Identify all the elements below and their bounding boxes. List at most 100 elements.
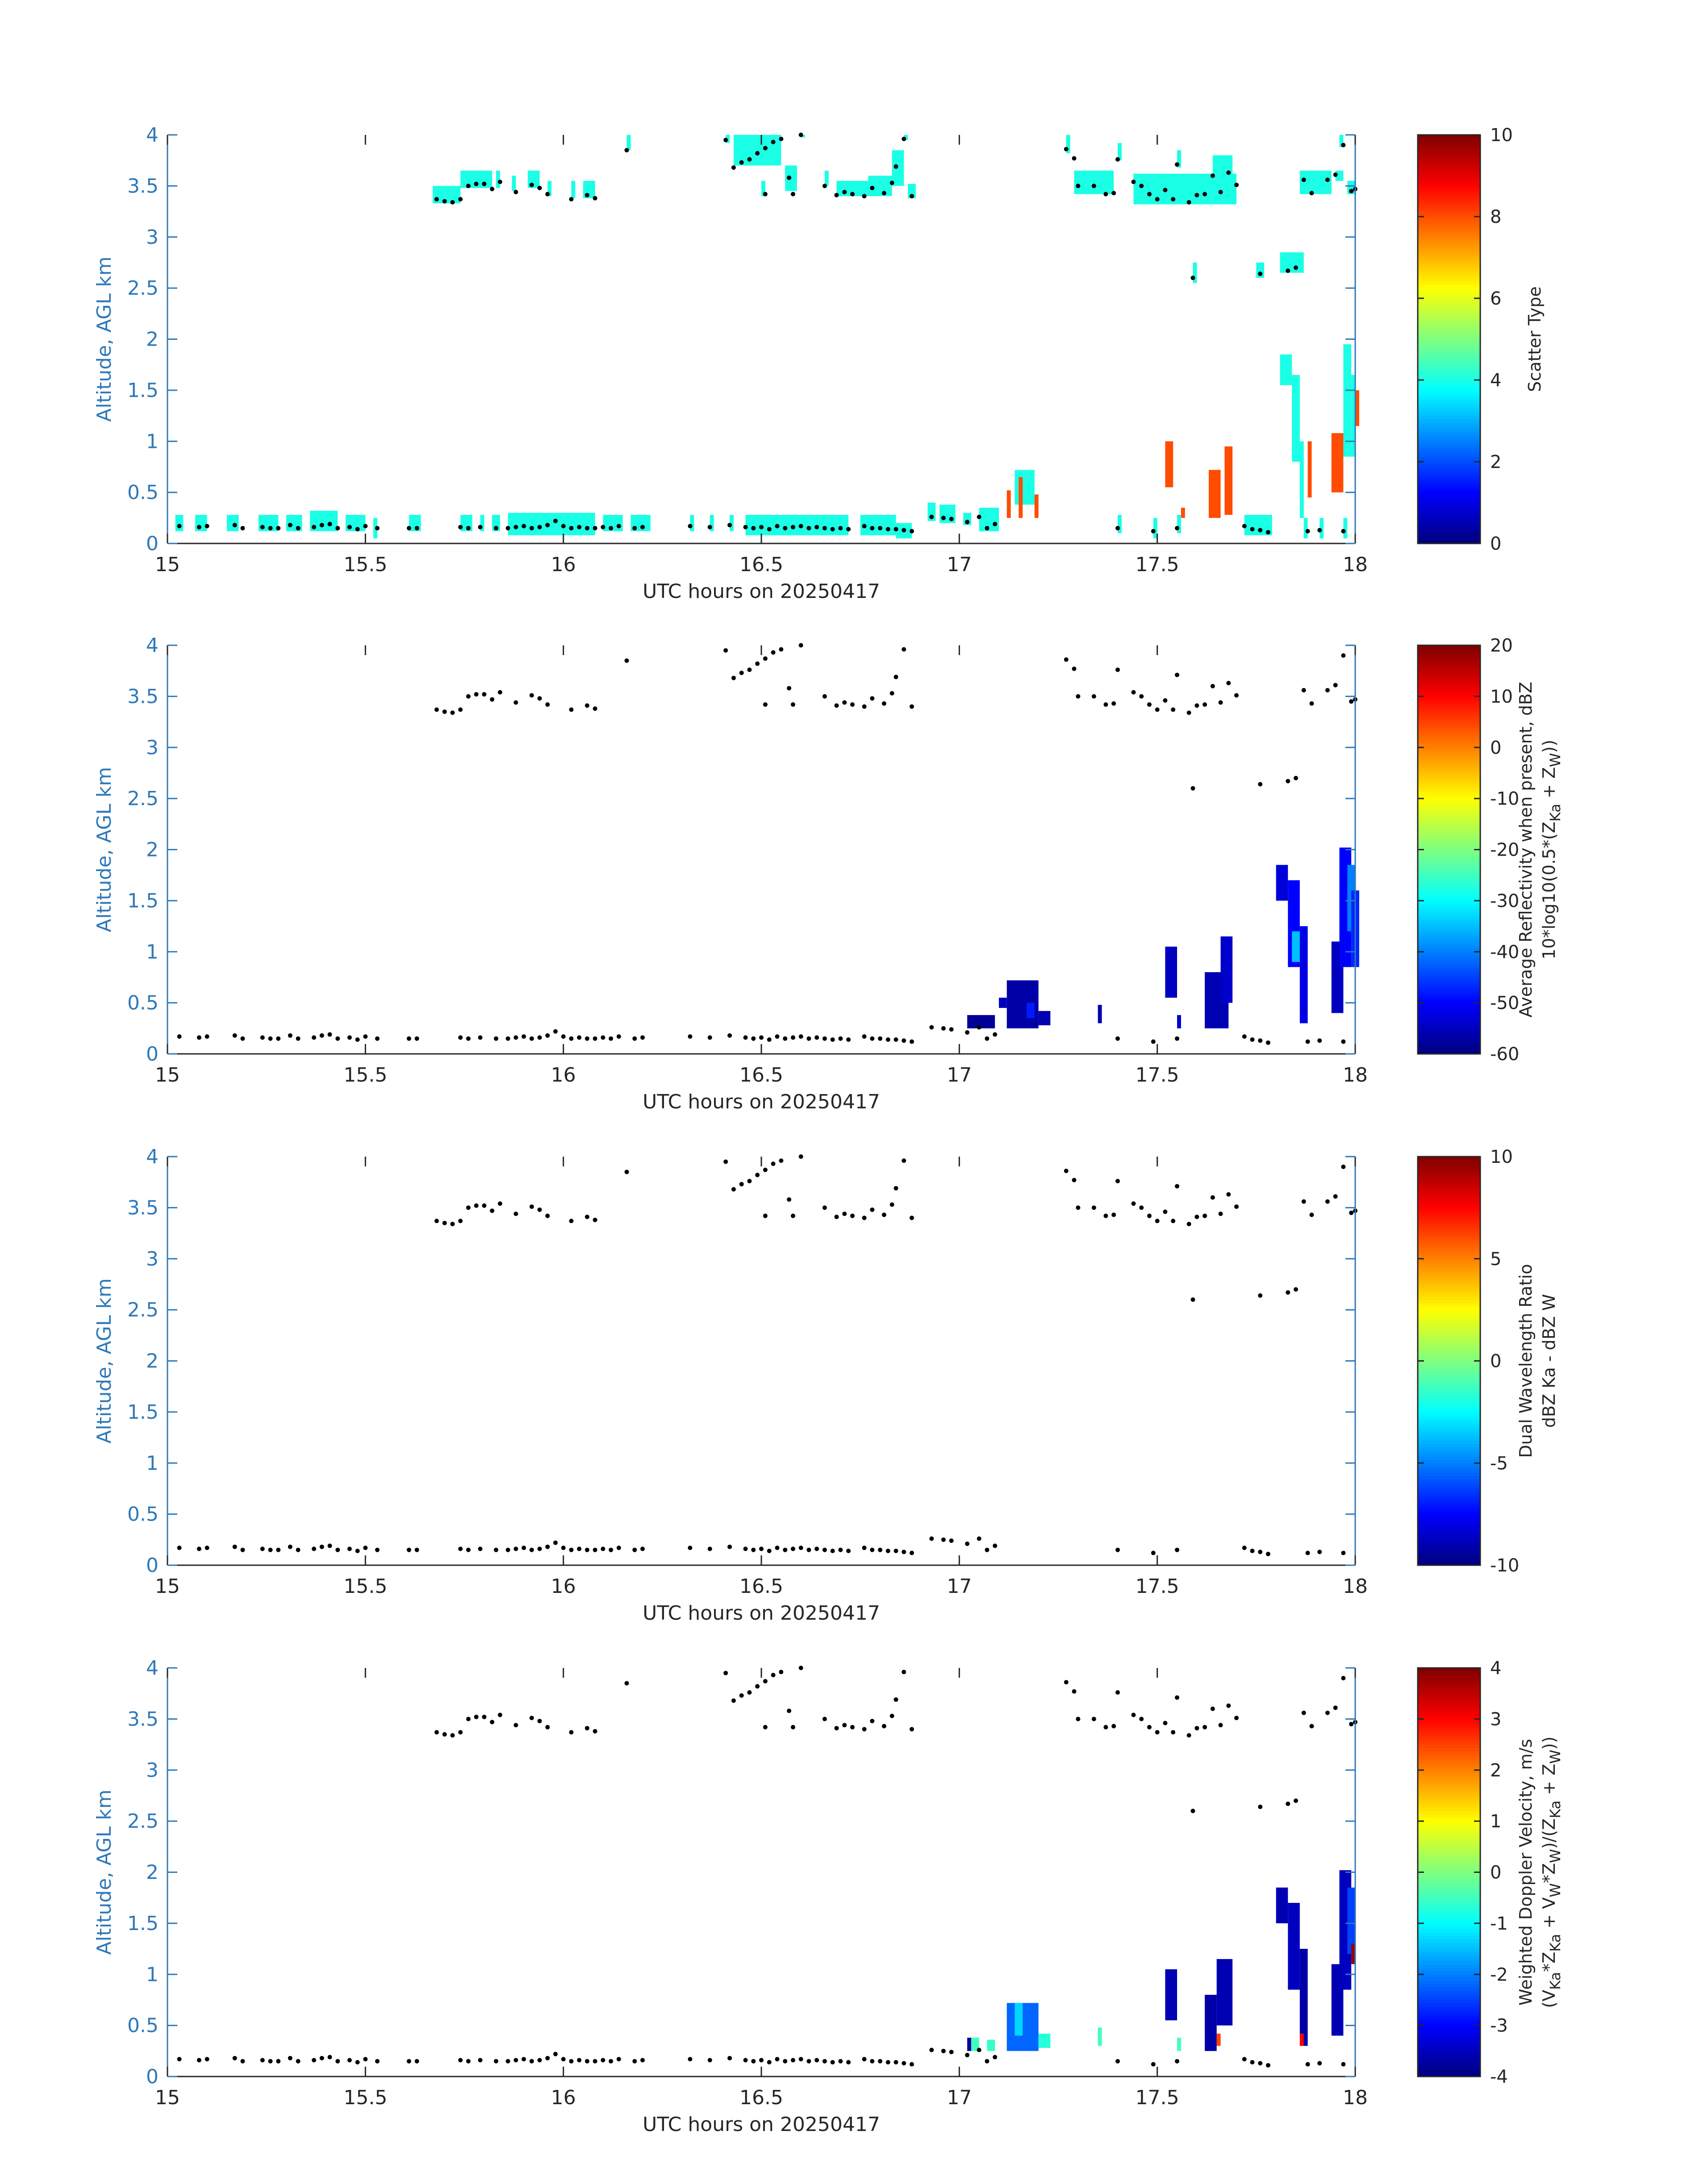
cloud-base-point bbox=[493, 526, 498, 531]
x-tick-label: 15.5 bbox=[343, 1575, 387, 1598]
cloud-base-point bbox=[493, 1036, 498, 1041]
colorbar-segment bbox=[1418, 760, 1480, 764]
cloud-base-point bbox=[1091, 1205, 1096, 1210]
colorbar-segment bbox=[1418, 728, 1480, 732]
cloud-base-point bbox=[731, 1187, 736, 1192]
cloud-base-point bbox=[609, 2059, 614, 2064]
colorbar-segment bbox=[1418, 1047, 1480, 1051]
colorbar-segment bbox=[1418, 2031, 1480, 2036]
cloud-base-point bbox=[755, 1684, 760, 1689]
cloud-base-point bbox=[1131, 1713, 1136, 1717]
cloud-base-point bbox=[1186, 200, 1191, 205]
colorbar-segment bbox=[1418, 1185, 1480, 1189]
colorbar-segment bbox=[1418, 412, 1480, 417]
y-tick-label: 1.5 bbox=[127, 379, 159, 402]
cloud-base-point bbox=[771, 1673, 776, 1678]
colorbar-segment bbox=[1418, 1182, 1480, 1186]
colorbar-segment bbox=[1418, 202, 1480, 206]
cloud-base-point bbox=[434, 197, 439, 202]
colorbar-segment bbox=[1418, 489, 1480, 493]
colorbar-segment bbox=[1418, 2054, 1480, 2058]
cloud-base-point bbox=[894, 1548, 898, 1553]
cloud-base-point bbox=[522, 1034, 526, 1039]
colorbar-segment bbox=[1418, 480, 1480, 484]
colorbar-segment bbox=[1418, 1265, 1480, 1269]
cloud-base-point bbox=[1175, 526, 1179, 531]
cloud-base-point bbox=[767, 2060, 772, 2064]
cloud-base-point bbox=[490, 1208, 495, 1213]
cloud-base-point bbox=[902, 1038, 906, 1043]
cloud-base-point bbox=[1163, 1721, 1168, 1726]
cloud-base-point bbox=[1234, 1716, 1239, 1721]
cloud-base-point bbox=[1072, 666, 1077, 671]
cloud-base-point bbox=[458, 2058, 463, 2063]
colorbar-segment bbox=[1418, 897, 1480, 901]
cloud-base-point bbox=[363, 2057, 368, 2062]
cloud-base-point bbox=[909, 529, 914, 534]
colorbar-segment bbox=[1418, 470, 1480, 474]
cloud-base-point bbox=[822, 1036, 827, 1041]
cloud-base-point bbox=[375, 526, 380, 531]
cloud-base-point bbox=[569, 1036, 574, 1041]
cloud-base-point bbox=[593, 526, 597, 531]
colorbar-segment bbox=[1418, 288, 1480, 292]
cloud-base-point bbox=[585, 1214, 589, 1219]
cloud-base-point bbox=[1064, 1680, 1069, 1685]
cloud-base-point bbox=[862, 524, 867, 529]
colorbar-segment bbox=[1418, 1552, 1480, 1556]
cloud-base-point bbox=[1175, 162, 1179, 167]
cloud-base-point bbox=[1341, 1164, 1346, 1169]
colorbar-segment bbox=[1418, 1677, 1480, 1681]
cloud-base-point bbox=[1317, 1038, 1322, 1043]
cloud-base-point bbox=[537, 1718, 542, 1723]
colorbar-segment bbox=[1418, 339, 1480, 343]
colorbar-segment bbox=[1418, 830, 1480, 834]
heatmap-cell bbox=[227, 514, 239, 531]
heatmap-cell bbox=[1165, 1969, 1177, 2021]
colorbar-segment bbox=[1418, 1022, 1480, 1026]
x-tick-label: 15 bbox=[155, 2086, 180, 2109]
colorbar-segment bbox=[1418, 451, 1480, 455]
cloud-base-point bbox=[561, 1546, 566, 1550]
colorbar-segment bbox=[1418, 186, 1480, 190]
colorbar-segment bbox=[1418, 821, 1480, 825]
cloud-base-point bbox=[1242, 524, 1247, 529]
cloud-base-point bbox=[640, 2058, 645, 2063]
cloud-base-point bbox=[862, 1546, 867, 1550]
cloud-base-point bbox=[985, 1547, 990, 1552]
cloud-base-point bbox=[406, 2059, 411, 2064]
cloud-base-point bbox=[577, 1546, 582, 1551]
cloud-base-point bbox=[1064, 657, 1069, 662]
cloud-base-point bbox=[779, 647, 784, 652]
colorbar-segment bbox=[1418, 1453, 1480, 1457]
colorbar-label: Scatter Type bbox=[1525, 286, 1545, 392]
cloud-base-point bbox=[553, 518, 558, 523]
cloud-base-point bbox=[902, 1550, 906, 1554]
cloud-base-point bbox=[838, 1547, 843, 1552]
cloud-base-point bbox=[514, 190, 518, 195]
colorbar-segment bbox=[1418, 1725, 1480, 1729]
colorbar-segment bbox=[1418, 999, 1480, 1003]
x-tick-label: 17 bbox=[947, 1575, 972, 1598]
cloud-base-point bbox=[1305, 1039, 1310, 1044]
heatmap-cell bbox=[1006, 2003, 1039, 2051]
colorbar-segment bbox=[1418, 425, 1480, 429]
colorbar-segment bbox=[1418, 297, 1480, 301]
cloud-base-point bbox=[514, 700, 518, 705]
cloud-base-point bbox=[442, 1732, 447, 1737]
cloud-base-point bbox=[482, 692, 487, 697]
cloud-base-point bbox=[755, 1173, 760, 1178]
cloud-base-point bbox=[577, 2058, 582, 2063]
colorbar-segment bbox=[1418, 1009, 1480, 1013]
cloud-base-point bbox=[375, 1547, 380, 1552]
cloud-base-point bbox=[478, 2058, 483, 2063]
colorbar-segment bbox=[1418, 534, 1480, 538]
cloud-base-point bbox=[545, 702, 550, 707]
colorbar-segment bbox=[1418, 1700, 1480, 1704]
cloud-base-point bbox=[727, 2056, 732, 2060]
cloud-base-point bbox=[640, 525, 645, 530]
colorbar-segment bbox=[1418, 1853, 1480, 1857]
x-tick-label: 17.5 bbox=[1136, 1575, 1179, 1598]
colorbar-segment bbox=[1418, 457, 1480, 461]
colorbar-segment bbox=[1418, 747, 1480, 751]
